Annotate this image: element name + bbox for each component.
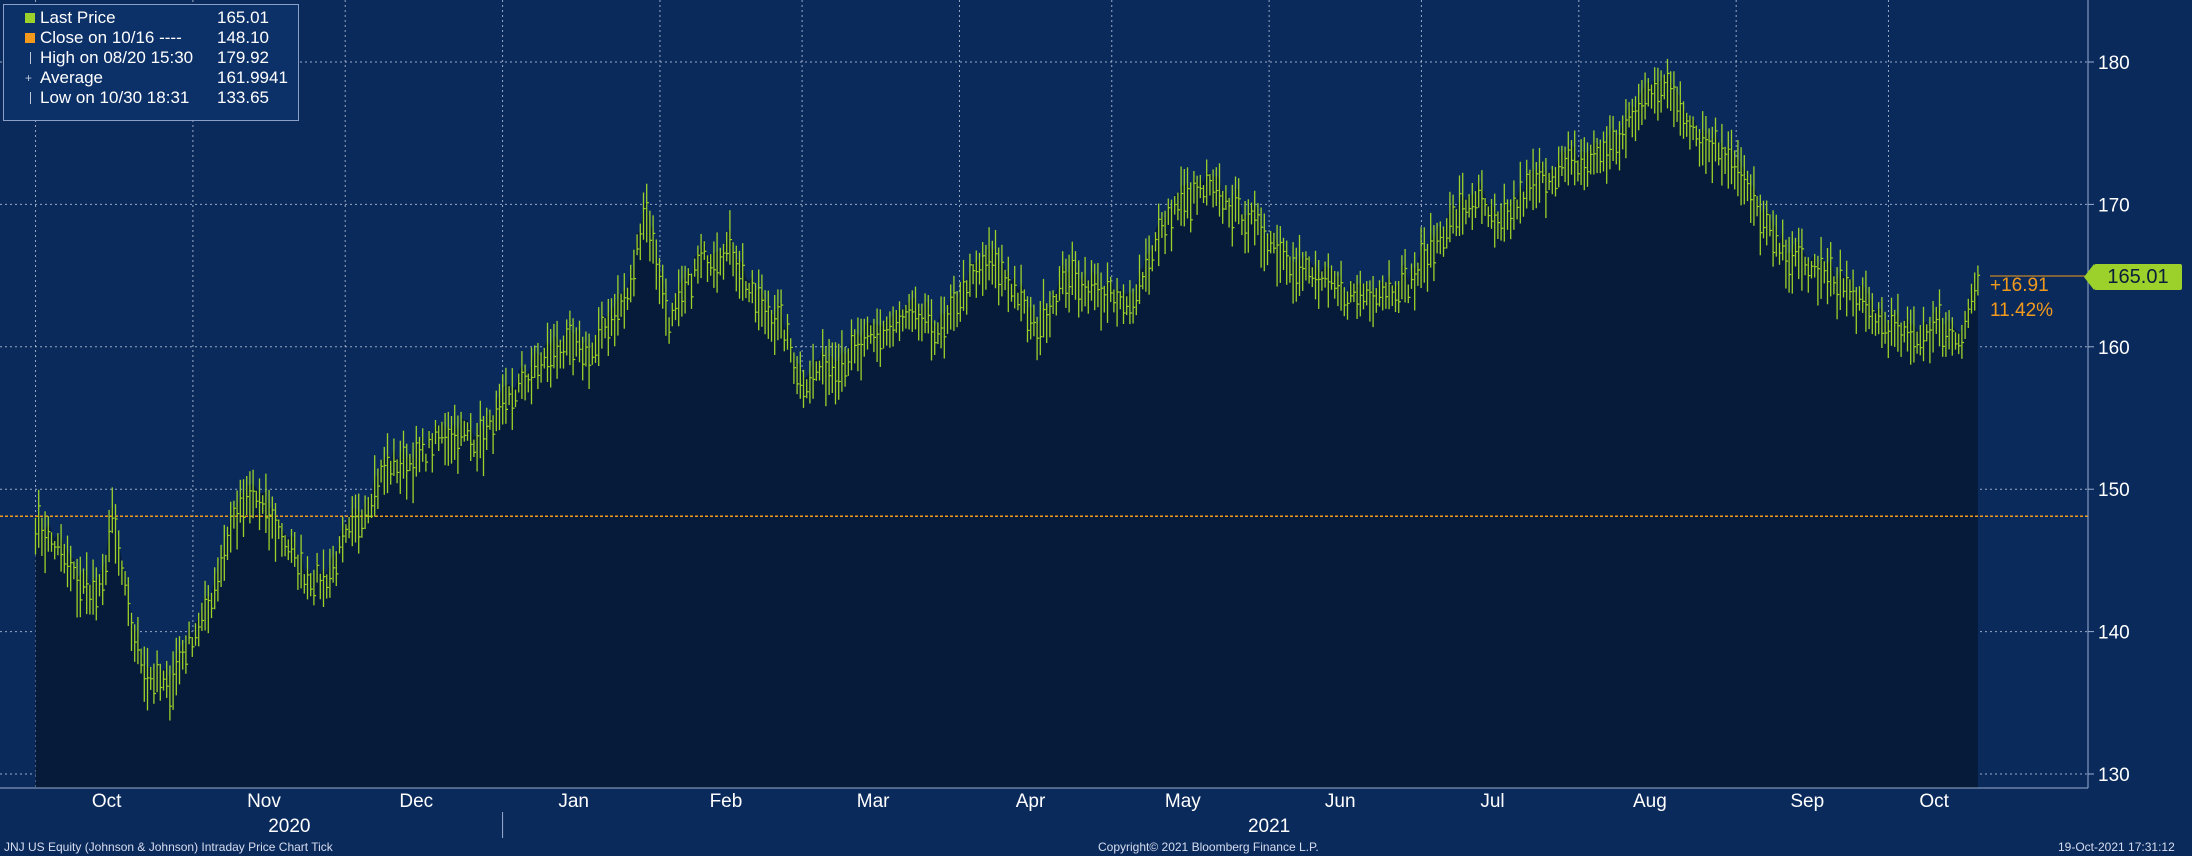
y-tick-labels: 130 140 150 160 170 180 — [2088, 53, 2130, 786]
legend-box: Last Price 165.01 Close on 10/16 ---- 14… — [3, 4, 299, 121]
x-tick-label: May — [1165, 791, 1201, 812]
price-area-fill — [35, 72, 1978, 789]
legend-label: Low on 10/30 18:31 — [40, 88, 190, 107]
tick-down-icon — [30, 92, 31, 104]
footer-timestamp: 19-Oct-2021 17:31:12 — [2058, 840, 2175, 854]
orange-square-icon — [25, 33, 35, 43]
y-tick-label: 150 — [2098, 480, 2130, 501]
legend-value: 148.10 — [217, 28, 269, 47]
legend-row-high: High on 08/20 15:30 179.92 — [4, 48, 298, 68]
legend-label: Last Price — [40, 8, 116, 27]
change-absolute: +16.91 — [1990, 275, 2049, 296]
average-marker-icon: + — [25, 71, 33, 85]
legend-value: 179.92 — [217, 48, 269, 67]
x-tick-label: Jul — [1480, 791, 1504, 812]
legend-value: 165.01 — [217, 8, 269, 27]
legend-row-low: Low on 10/30 18:31 133.65 — [4, 88, 298, 108]
y-tick-label: 160 — [2098, 338, 2130, 359]
price-bars-layer — [34, 58, 1981, 721]
legend-value: 161.9941 — [217, 68, 288, 87]
x-tick-label: Jan — [558, 791, 589, 812]
change-percent: 11.42% — [1990, 300, 2054, 321]
green-square-icon — [25, 13, 35, 23]
x-tick-label: Oct — [92, 791, 122, 812]
x-tick-label: Feb — [710, 791, 743, 812]
x-tick-label: Oct — [1919, 791, 1949, 812]
tick-up-icon — [30, 52, 31, 64]
x-tick-label: Nov — [247, 791, 281, 812]
x-tick-label: Jun — [1325, 791, 1356, 812]
x-year-label: 2020 — [268, 816, 310, 837]
legend-row-close: Close on 10/16 ---- 148.10 — [4, 28, 298, 48]
x-tick-label: Sep — [1790, 791, 1824, 812]
legend-row-last-price: Last Price 165.01 — [4, 8, 298, 28]
x-tick-label: Mar — [857, 791, 890, 812]
x-year-label: 2021 — [1248, 816, 1290, 837]
footer-copyright: Copyright© 2021 Bloomberg Finance L.P. — [1098, 840, 1319, 854]
x-tick-labels: Oct Nov Dec Jan Feb Mar Apr May Jun Jul Aug Sep Oct 2… — [92, 791, 1950, 838]
legend-value: 133.65 — [217, 88, 269, 107]
y-tick-label: 170 — [2098, 195, 2130, 216]
x-tick-label: Apr — [1016, 791, 1046, 812]
last-price-badge: 165.01 — [2084, 264, 2182, 290]
y-tick-label: 130 — [2098, 765, 2130, 786]
legend-label: High on 08/20 15:30 — [40, 48, 194, 67]
x-tick-label: Aug — [1633, 791, 1667, 812]
legend-row-average: + Average 161.9941 — [4, 68, 298, 88]
x-tick-label: Dec — [399, 791, 433, 812]
footer-chart-title: JNJ US Equity (Johnson & Johnson) Intrad… — [4, 840, 333, 854]
y-tick-label: 140 — [2098, 623, 2130, 644]
y-tick-label: 180 — [2098, 53, 2130, 74]
legend-label: Average — [40, 68, 104, 87]
legend-label: Close on 10/16 ---- — [40, 28, 182, 47]
